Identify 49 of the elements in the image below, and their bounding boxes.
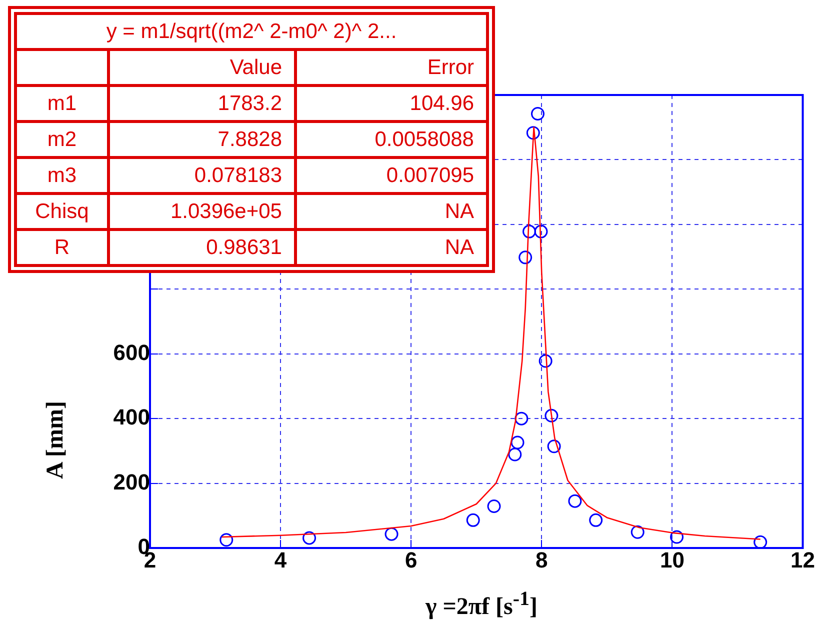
- x-tick-label: 4: [274, 547, 288, 572]
- point: [514, 412, 528, 426]
- point: [568, 494, 582, 508]
- text: Error: [296, 50, 488, 86]
- text: Value: [108, 50, 296, 86]
- annotation: 0.078183: [108, 158, 296, 194]
- point: [530, 107, 544, 121]
- text: y = m1/sqrt((m2^ 2-m0^ 2)^ 2...: [16, 14, 488, 50]
- point: [526, 126, 540, 140]
- point: [544, 408, 558, 422]
- point: [508, 448, 522, 462]
- annotation: 7.8828: [108, 122, 296, 158]
- text: Chisq: [16, 194, 108, 230]
- annotation: 0.007095: [296, 158, 488, 194]
- x-tick-label: 10: [660, 547, 684, 572]
- point: [466, 513, 480, 527]
- point: [302, 531, 316, 545]
- y-tick-label: 400: [113, 404, 150, 430]
- point: [384, 527, 398, 541]
- text: m2: [16, 122, 108, 158]
- x-tick-label: 6: [404, 547, 418, 572]
- point: [510, 436, 524, 450]
- point: [630, 525, 644, 539]
- x-tick-label: 12: [790, 547, 816, 572]
- y-axis-title: A [mm]: [42, 401, 70, 479]
- point: [220, 533, 234, 547]
- y-tick-label: 600: [113, 340, 150, 365]
- annotation: NA: [296, 230, 488, 266]
- text: m1: [16, 86, 108, 122]
- annotation: 1783.2: [108, 86, 296, 122]
- annotation: NA: [296, 194, 488, 230]
- point: [538, 354, 552, 368]
- text: m3: [16, 158, 108, 194]
- annotation: 0.98631: [108, 230, 296, 266]
- y-tick-label: 200: [113, 469, 150, 494]
- text: R: [16, 230, 108, 266]
- point: [589, 513, 603, 527]
- point: [534, 224, 548, 238]
- annotation: 104.96: [296, 86, 488, 122]
- x-axis-title: γ =2πf [s$^{-1}$]: [425, 588, 538, 621]
- point: [670, 530, 684, 544]
- annotation: 1.0396e+05: [108, 194, 296, 230]
- x-tick-label: 8: [536, 547, 548, 572]
- point: [547, 440, 561, 454]
- point: [522, 224, 536, 238]
- point: [754, 535, 768, 548]
- point: [487, 500, 501, 514]
- annotation: 0.0058088: [296, 122, 488, 158]
- point: [518, 250, 532, 264]
